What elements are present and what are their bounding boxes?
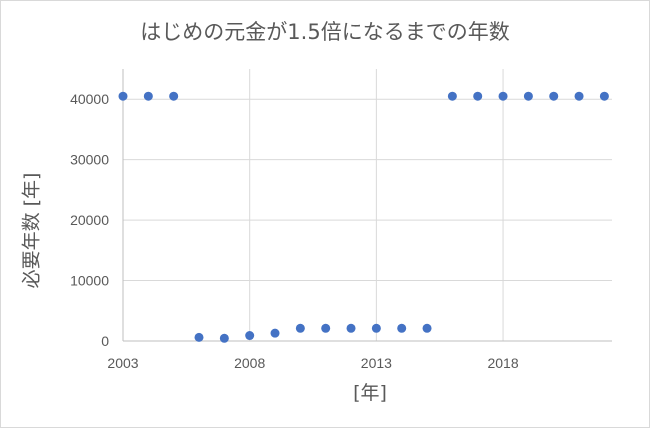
y-tick-label: 30000	[70, 152, 109, 168]
data-point	[169, 91, 179, 101]
data-point	[523, 91, 533, 101]
data-point	[498, 91, 508, 101]
data-point	[422, 323, 432, 333]
data-point	[245, 331, 255, 341]
x-tick-label: 2013	[361, 355, 392, 371]
y-tick-label: 20000	[70, 212, 109, 228]
data-point	[219, 333, 229, 343]
data-point	[295, 323, 305, 333]
y-tick-label: 40000	[70, 91, 109, 107]
data-point	[371, 323, 381, 333]
data-point	[549, 91, 559, 101]
data-point	[118, 91, 128, 101]
data-point	[473, 91, 483, 101]
data-point	[447, 91, 457, 101]
y-tick-label: 10000	[70, 273, 109, 289]
chart-title: はじめの元金が1.5倍になるまでの年数	[140, 20, 510, 44]
data-point	[270, 328, 280, 338]
data-point	[599, 91, 609, 101]
data-point	[321, 323, 331, 333]
data-point	[397, 323, 407, 333]
y-tick-label: 0	[101, 333, 109, 349]
x-tick-label: 2003	[107, 355, 138, 371]
data-point	[346, 323, 356, 333]
data-point	[194, 332, 204, 342]
data-point	[143, 91, 153, 101]
x-tick-label: 2018	[487, 355, 518, 371]
data-point	[574, 91, 584, 101]
x-tick-label: 2008	[234, 355, 265, 371]
x-axis-label: [年]	[353, 382, 387, 404]
